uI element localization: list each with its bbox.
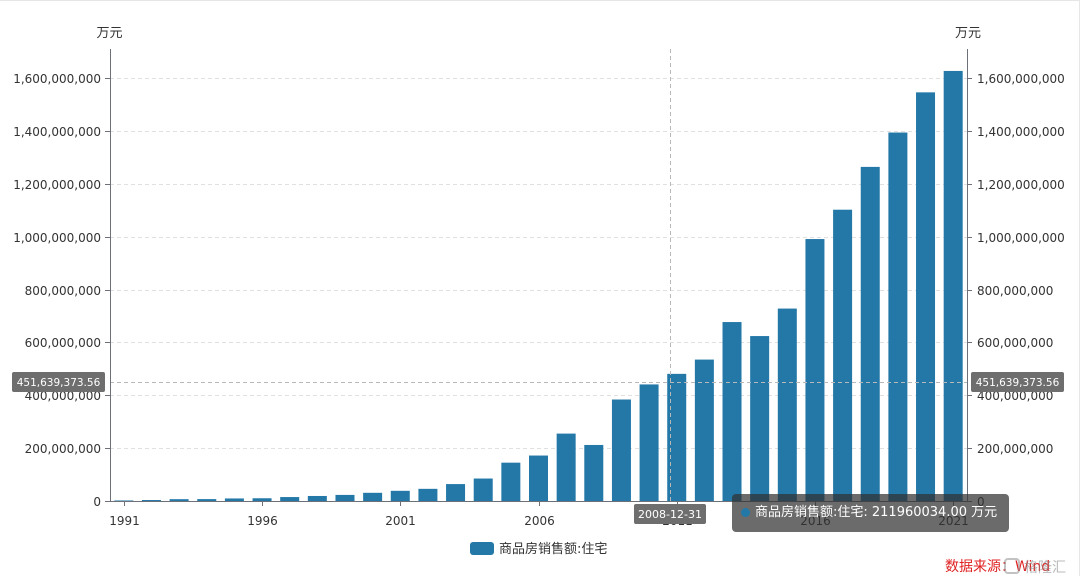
tooltip-text: 商品房销售额:住宅: 211960034.00 万元 xyxy=(755,505,998,520)
bar-2008 xyxy=(584,444,604,501)
bar-1998 xyxy=(307,495,327,501)
bar-1997 xyxy=(280,497,300,501)
bar-1999 xyxy=(335,494,355,501)
bar-1992 xyxy=(141,500,161,501)
y-axis-right-ticks: 0200,000,000400,000,000600,000,000800,00… xyxy=(967,72,1065,509)
bar-1993 xyxy=(169,499,189,501)
watermark-logo-icon xyxy=(1004,558,1020,574)
y-tick-label-right: 200,000,000 xyxy=(977,442,1053,456)
y-tick-label-right: 800,000,000 xyxy=(977,284,1053,298)
y-tick-label-left: 200,000,000 xyxy=(25,442,101,456)
x-tick-label: 1996 xyxy=(247,514,278,528)
x-tick-label: 1991 xyxy=(109,514,140,528)
y-tick-label-left: 1,200,000,000 xyxy=(13,178,101,192)
y-pointer-label-right-box xyxy=(971,372,1064,392)
bar-1995 xyxy=(224,498,244,501)
bar-1996 xyxy=(252,498,272,501)
y-pointer-label-left-box xyxy=(12,372,105,392)
bar-2020 xyxy=(916,92,936,501)
y-pointer-label-left: 451,639,373.56 xyxy=(12,372,105,392)
bar-2004 xyxy=(473,478,493,501)
x-pointer-label-box xyxy=(634,504,706,524)
bar-2000 xyxy=(363,492,383,501)
bar-series xyxy=(114,70,963,502)
y-tick-label-right: 1,400,000,000 xyxy=(977,125,1065,139)
y-tick-label-right: 1,200,000,000 xyxy=(977,178,1065,192)
watermark-text: 格隆汇 xyxy=(1024,560,1066,576)
bar-2018 xyxy=(860,166,880,501)
y-pointer-label-right-text: 451,639,373.56 xyxy=(976,377,1060,389)
bar-2019 xyxy=(888,132,908,501)
bar-2015 xyxy=(777,308,797,501)
tooltip-marker xyxy=(741,508,750,517)
y-pointer-label-right: 451,639,373.56 xyxy=(971,372,1064,392)
y-unit-right: 万元 xyxy=(955,26,981,41)
bar-1991 xyxy=(114,500,134,502)
x-tick-label: 2001 xyxy=(385,514,416,528)
bar-2009 xyxy=(611,399,631,501)
y-tick-label-left: 600,000,000 xyxy=(25,336,101,350)
bar-2016 xyxy=(805,239,825,502)
bar-2010 xyxy=(639,384,659,501)
bar-2013 xyxy=(722,322,742,501)
bar-2005 xyxy=(501,462,521,501)
y-tick-label-left: 1,400,000,000 xyxy=(13,125,101,139)
y-tick-label-right: 1,000,000,000 xyxy=(977,231,1065,245)
y-unit-left: 万元 xyxy=(96,26,122,41)
watermark: 格隆汇 xyxy=(1004,558,1066,576)
y-pointer-label-left-text: 451,639,373.56 xyxy=(17,377,101,389)
y-tick-label-right: 600,000,000 xyxy=(977,336,1053,350)
y-tick-label-right: 1,600,000,000 xyxy=(977,72,1065,86)
y-tick-label-left: 400,000,000 xyxy=(25,389,101,403)
bar-2007 xyxy=(556,433,576,501)
bar-2003 xyxy=(446,484,466,501)
data-source-note: 数据来源：Wind xyxy=(945,559,1051,575)
x-pointer-label-text: 2008-12-31 xyxy=(638,508,702,521)
bar-2011 xyxy=(667,373,687,501)
bar-2001 xyxy=(390,490,410,501)
bar-1994 xyxy=(197,499,217,501)
bar-2014 xyxy=(750,336,770,501)
y-tick-label-left: 800,000,000 xyxy=(25,284,101,298)
bar-2017 xyxy=(833,209,853,501)
y-tick-label-right: 400,000,000 xyxy=(977,389,1053,403)
x-pointer-label: 2008-12-31 xyxy=(634,504,706,524)
legend-swatch xyxy=(470,542,494,555)
bar-2002 xyxy=(418,488,438,501)
bar-2021 xyxy=(943,70,963,501)
y-tick-label-left: 0 xyxy=(93,495,101,509)
legend-item[interactable]: 商品房销售额:住宅 xyxy=(470,541,607,557)
tooltip: 商品房销售额:住宅: 211960034.00 万元 xyxy=(732,494,1010,532)
x-tick-label: 2006 xyxy=(524,514,555,528)
bar-2006 xyxy=(529,455,548,501)
y-axis-left-ticks: 0 200,000,000 400,000,000 600,000,000 800,00… xyxy=(13,72,110,509)
y-tick-label-left: 1,600,000,000 xyxy=(13,72,101,86)
bar-2012 xyxy=(694,359,714,501)
grid-lines xyxy=(110,78,967,449)
y-tick-label-left: 1,000,000,000 xyxy=(13,231,101,245)
legend-label: 商品房销售额:住宅 xyxy=(499,541,607,557)
